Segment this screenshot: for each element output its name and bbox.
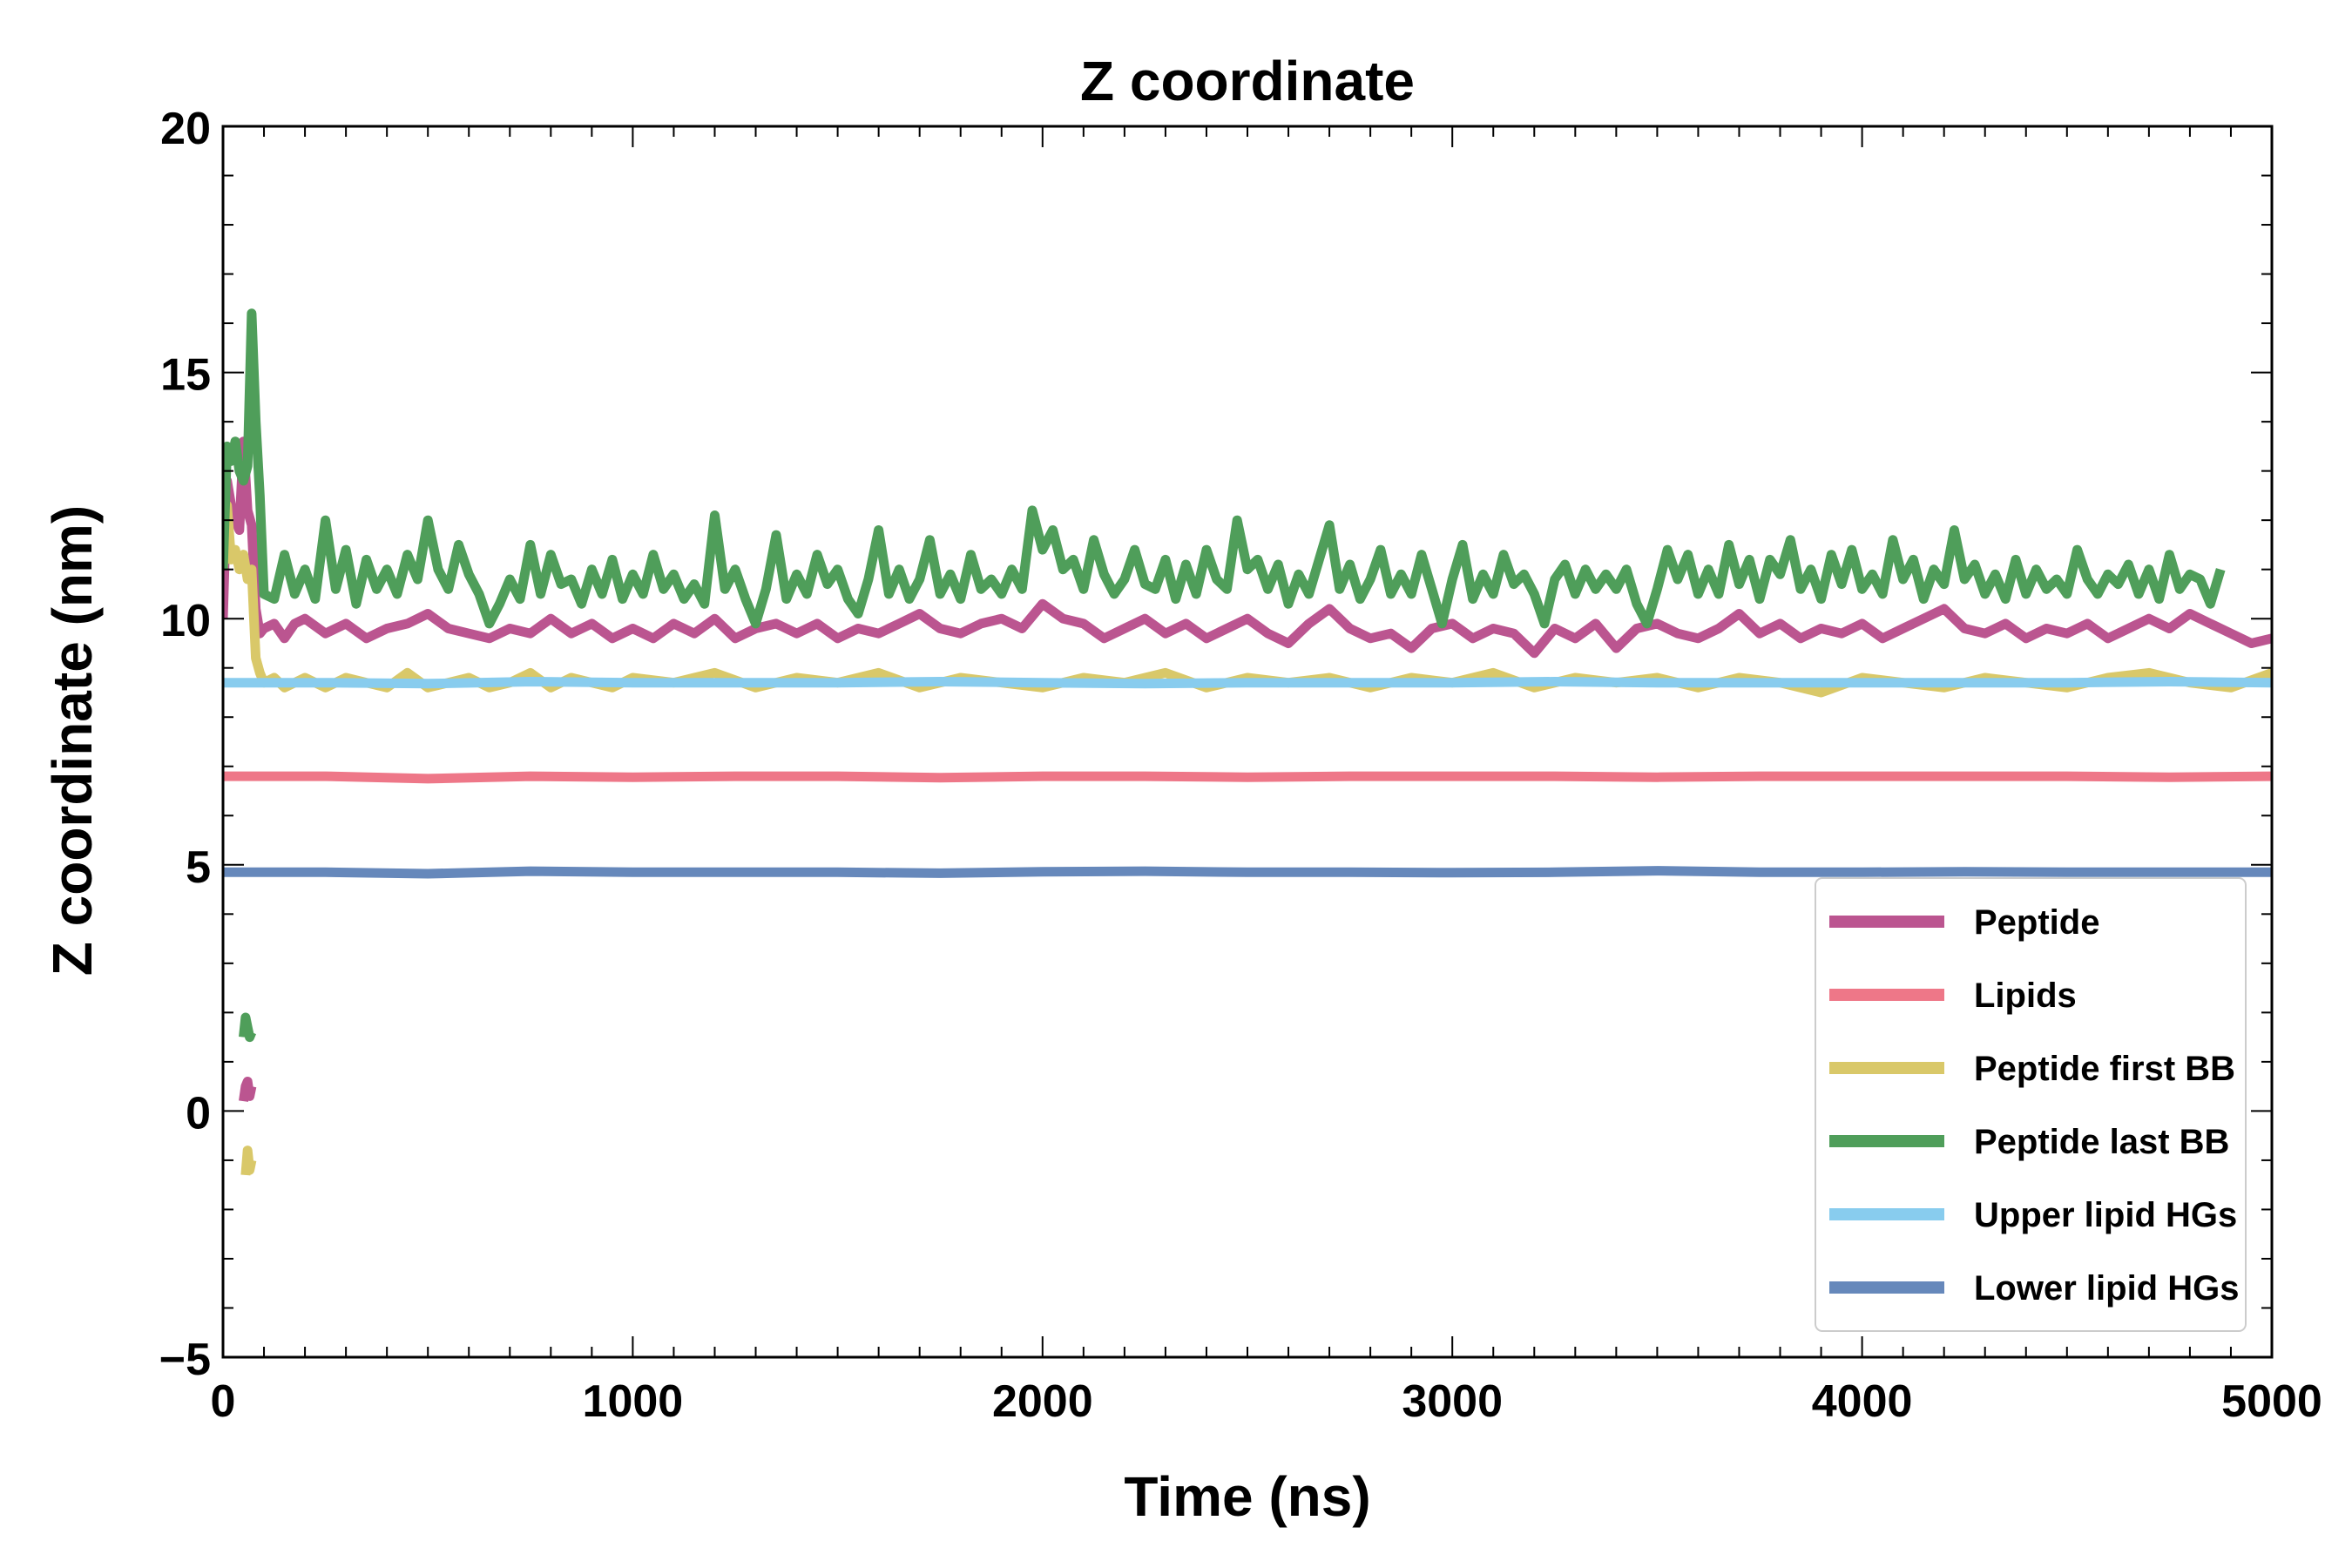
series-line-3-segment-2 [223, 500, 2272, 698]
x-tick-label: 1000 [583, 1376, 684, 1427]
y-tick-label: −5 [159, 1335, 211, 1385]
y-tick-label: 10 [160, 596, 211, 646]
x-tick-label: 0 [211, 1376, 236, 1427]
legend: Peptide Lipids Peptide first BB Peptide las… [1815, 877, 2247, 1332]
legend-label: Peptide first BB [1974, 1050, 2235, 1088]
y-tick-label: 15 [160, 350, 211, 401]
legend-box [1815, 877, 2247, 1332]
x-axis-label: Time (ns) [1124, 1465, 1370, 1528]
chart-title: Z coordinate [1080, 50, 1415, 112]
series-line-1-segment-1 [239, 1077, 257, 1102]
series-line-2-segment-1 [223, 771, 2272, 784]
legend-label: Lower lipid HGs [1974, 1269, 2239, 1308]
series-line-3-segment-1 [240, 1146, 257, 1176]
legend-label: Lipids [1974, 977, 2077, 1015]
y-tick-label: 5 [186, 842, 211, 893]
legend-label: Upper lipid HGs [1974, 1196, 2237, 1234]
legend-label: Peptide last BB [1974, 1123, 2229, 1161]
series-line-1-segment-2 [223, 436, 2272, 659]
x-tick-label: 4000 [1812, 1376, 1913, 1427]
x-tick-label: 3000 [1402, 1376, 1503, 1427]
series-line-5-segment-1 [223, 677, 2272, 689]
x-tick-label: 5000 [2221, 1376, 2322, 1427]
y-tick-label: 20 [160, 104, 211, 154]
series-line-6-segment-1 [223, 866, 2272, 879]
y-tick-label: 0 [186, 1088, 211, 1139]
series-line-4-segment-2 [223, 308, 2226, 629]
legend-items: Peptide Lipids Peptide first BB Peptide las… [1829, 903, 2239, 1308]
series-layer [223, 308, 2272, 1176]
x-tick-label: 2000 [992, 1376, 1093, 1427]
legend-label: Peptide [1974, 903, 2099, 942]
series-line-4-segment-1 [239, 1012, 256, 1043]
y-axis-label: Z coordinate (nm) [41, 505, 104, 976]
